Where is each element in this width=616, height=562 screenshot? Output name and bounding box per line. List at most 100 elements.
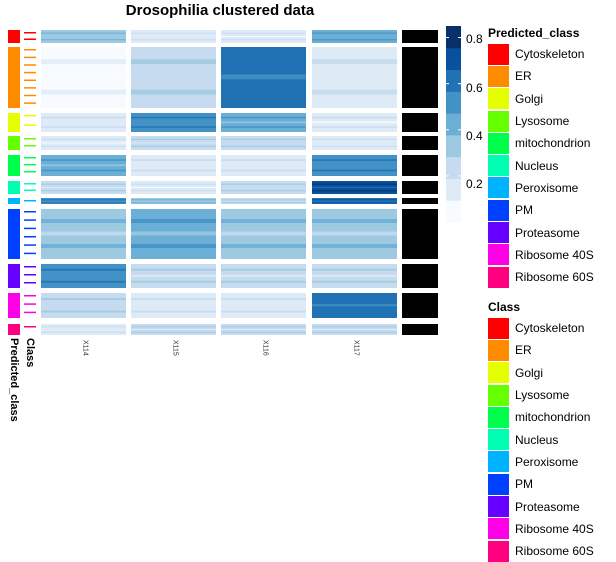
predicted-class-bar (8, 47, 20, 108)
heatmap-stripe (41, 244, 126, 248)
row-labels-overlap (402, 181, 438, 194)
heatmap-stripe (131, 142, 216, 144)
heatmap-stripe (221, 304, 306, 307)
legend-item: Proteasome (488, 495, 594, 518)
heatmap-stripe (312, 183, 397, 185)
legend-item: Cytoskeleton (488, 317, 594, 339)
legend-label: Nucleus (515, 432, 559, 447)
color-scale-segment (446, 200, 461, 223)
heatmap-stripe (41, 183, 126, 185)
heatmap-stripe (131, 190, 216, 192)
legend-label: ER (515, 343, 532, 358)
legend-item: Nucleus (488, 154, 594, 177)
heatmap-stripe (41, 186, 126, 189)
class-track-tick (24, 326, 36, 328)
predicted-class-bar (8, 293, 20, 318)
heatmap-stripe (312, 142, 397, 144)
color-scale-segment (446, 113, 461, 136)
heatmap-stripe (312, 231, 397, 236)
class-track-tick (24, 38, 36, 40)
heatmap-stripe (221, 145, 306, 147)
class-track-tick (24, 32, 36, 34)
legend-swatch (488, 88, 509, 110)
legend-swatch (488, 132, 509, 154)
heatmap-stripe (221, 169, 306, 172)
class-track-tick (24, 171, 36, 173)
class-track-tick (24, 183, 36, 185)
legend-item: PM (488, 199, 594, 221)
heatmap-stripe (131, 199, 216, 201)
heatmap-stripe (41, 59, 126, 65)
heatmap-stripe (131, 138, 216, 140)
class-track-tick (24, 211, 36, 213)
legend-swatch (488, 384, 509, 406)
heatmap-stripe (312, 298, 397, 300)
class-track-tick (24, 145, 36, 147)
heatmap-stripe (131, 145, 216, 147)
class-track-tick (24, 244, 36, 246)
legend-item: Ribosome 60S (488, 540, 594, 562)
color-scale-segment (446, 178, 461, 201)
heatmap-stripe (41, 304, 126, 307)
heatmap-stripe (312, 35, 397, 38)
row-labels-overlap (402, 198, 438, 204)
heatmap-stripe (221, 39, 306, 41)
legend-swatch (488, 362, 509, 384)
class-track-tick (24, 102, 36, 104)
row-labels-overlap (402, 209, 438, 259)
legend-swatch (488, 110, 509, 132)
heatmap-stripe (41, 202, 126, 204)
row-labels-overlap (402, 113, 438, 132)
heatmap-stripe (312, 138, 397, 140)
legend-label: PM (515, 203, 533, 218)
legend-label: Peroxisome (515, 180, 579, 195)
legend-item: Ribosome 40S (488, 244, 594, 266)
heatmap-stripe (131, 310, 216, 313)
heatmap-stripe (221, 268, 306, 271)
heatmap-stripe (41, 126, 126, 128)
class-track-tick (24, 236, 36, 238)
heatmap-stripe (221, 280, 306, 283)
heatmap-stripe (131, 169, 216, 172)
class-track-tick (24, 124, 36, 126)
legend-swatch (488, 177, 509, 199)
class-track-tick (24, 303, 36, 305)
heatmap-stripe (41, 32, 126, 34)
legend-item: Nucleus (488, 428, 594, 451)
legend-label: Golgi (515, 365, 544, 380)
heatmap-stripe (312, 121, 397, 124)
heatmap-stripe (41, 74, 126, 80)
class-track-tick (24, 79, 36, 81)
heatmap-stripe (312, 159, 397, 161)
legend-class: Class Cytoskeleton ER Golgi Lysosome mitocho… (488, 300, 594, 562)
row-labels-overlap (402, 30, 438, 43)
heatmap-stripe (131, 159, 216, 161)
heatmap-stripe (131, 231, 216, 236)
predicted-class-bar (8, 155, 20, 176)
legend-label: mitochondrion (515, 410, 591, 425)
chart-title: Drosophilia clustered data (125, 2, 315, 19)
legend-swatch (488, 155, 509, 177)
row-labels-overlap (402, 47, 438, 108)
heatmap-stripe (312, 126, 397, 128)
class-track-tick (24, 200, 36, 202)
legend-swatch (488, 317, 509, 339)
heatmap-stripe (41, 116, 126, 119)
class-track-tick (24, 164, 36, 166)
class-track-tick (24, 274, 36, 276)
heatmap-stripe (312, 186, 397, 189)
legend-swatch (488, 496, 509, 518)
heatmap-stripe (312, 280, 397, 283)
heatmap-stripe (221, 231, 306, 236)
legend-swatch (488, 222, 509, 244)
heatmap-stripe (221, 164, 306, 167)
legend-label: Cytoskeleton (515, 321, 585, 336)
legend-swatch (488, 43, 509, 65)
heatmap-stripe (41, 159, 126, 161)
heatmap-stripe (312, 200, 397, 202)
heatmap-stripe (131, 298, 216, 300)
heatmap-stripe (312, 116, 397, 119)
heatmap-stripe (131, 274, 216, 277)
color-scale-segment (446, 26, 461, 49)
heatmap-stripe (312, 145, 397, 147)
